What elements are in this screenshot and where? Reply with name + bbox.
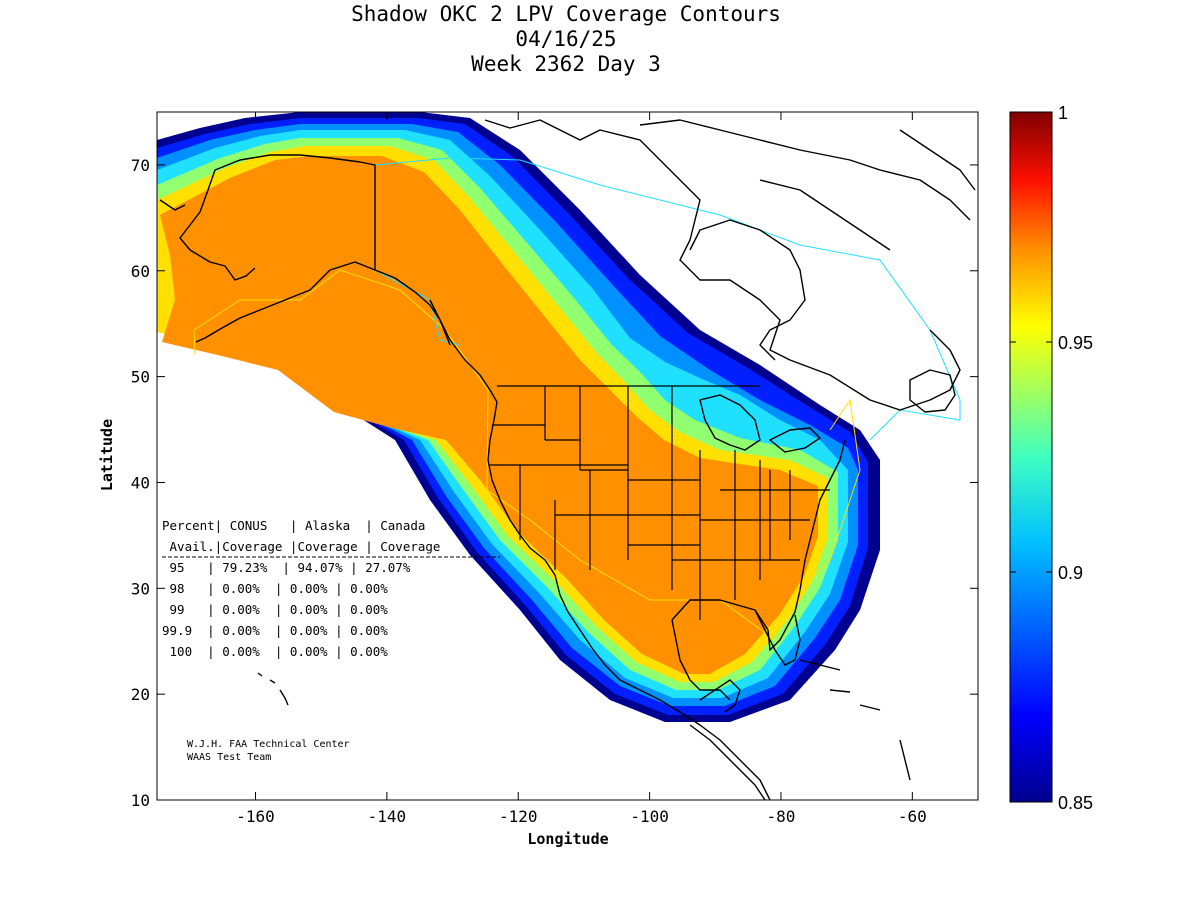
arctic-islands: [639, 119, 976, 251]
us-state-borders: [490, 385, 830, 620]
table-header-1: Percent| CONUS | Alaska | Canada: [162, 518, 425, 533]
y-tick-label: 20: [131, 685, 150, 704]
alaska-coastline: [159, 154, 451, 346]
table-row: 98 | 0.00% | 0.00% | 0.00%: [162, 581, 388, 596]
x-tick-label: -160: [236, 807, 275, 826]
table-row: 99.9 | 0.00% | 0.00% | 0.00%: [162, 623, 388, 638]
x-axis-label: Longitude: [527, 830, 608, 848]
coastlines: [159, 119, 976, 800]
x-tick-label: -100: [630, 807, 669, 826]
credit-line-1: W.J.H. FAA Technical Center: [187, 739, 350, 750]
x-tick-label: -120: [499, 807, 538, 826]
plot-frame: [156, 111, 979, 801]
title-line-2: 04/16/25: [515, 27, 616, 51]
central-america: [689, 724, 766, 800]
canada-west-coast: [429, 299, 498, 403]
colorbar-gradient: [1009, 111, 1053, 803]
baja-mexico-coast: [554, 574, 771, 800]
hudson-bay: [689, 219, 806, 361]
title-line-1: Shadow OKC 2 LPV Coverage Contours: [351, 2, 781, 26]
y-tick-label: 40: [131, 473, 150, 492]
y-tick-label: 60: [131, 262, 150, 281]
map-plot-area: [157, 112, 978, 800]
y-tick-label: 30: [131, 579, 150, 598]
x-tick-label: -80: [767, 807, 796, 826]
table-row: 100 | 0.00% | 0.00% | 0.00%: [162, 644, 388, 659]
us-west-coast: [487, 401, 556, 576]
table-row: 99 | 0.00% | 0.00% | 0.00%: [162, 602, 388, 617]
colorbar-ticks: 1 0.95 0.9 0.85: [1010, 103, 1093, 813]
great-lakes: [699, 394, 821, 453]
table-header-2: Avail.|Coverage |Coverage | Coverage: [162, 539, 440, 554]
y-tick-label: 10: [131, 791, 150, 810]
credit-line-2: WAAS Test Team: [187, 752, 271, 763]
canada-north-coast: [484, 119, 961, 411]
y-tick-label: 50: [131, 368, 150, 387]
yucatan-coast: [699, 679, 741, 713]
caribbean-islands: [799, 659, 911, 781]
colorbar-tick-label: 0.85: [1058, 793, 1093, 813]
y-axis: 10 20 30 40 50 60 70: [131, 156, 978, 810]
y-axis-label: Latitude: [98, 419, 116, 491]
colorbar-tick-label: 1: [1058, 103, 1068, 123]
x-tick-label: -60: [898, 807, 927, 826]
hawaii-islands: [257, 672, 289, 706]
colorbar-tick-label: 0.95: [1058, 333, 1093, 353]
title-line-3: Week 2362 Day 3: [471, 52, 661, 76]
x-axis: -160 -140 -120 -100 -80 -60: [236, 112, 927, 826]
x-tick-label: -140: [368, 807, 407, 826]
florida-coast: [754, 609, 801, 666]
colorbar: 1 0.95 0.9 0.85: [1009, 103, 1093, 813]
coverage-table: Percent| CONUS | Alaska | Canada Avail.|…: [162, 518, 500, 659]
service-area-outline-yellow: [193, 269, 861, 641]
colorbar-tick-label: 0.9: [1058, 563, 1083, 583]
newfoundland: [909, 369, 956, 413]
table-row: 95 | 79.23% | 94.07% | 27.07%: [162, 560, 411, 575]
y-tick-label: 70: [131, 156, 150, 175]
